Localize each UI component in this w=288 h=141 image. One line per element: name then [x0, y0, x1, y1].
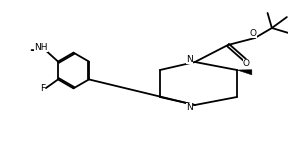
Polygon shape: [237, 70, 252, 75]
Text: O: O: [250, 29, 257, 38]
Text: N: N: [186, 103, 193, 112]
Text: F: F: [40, 84, 45, 93]
Text: N: N: [186, 55, 193, 64]
Text: NH: NH: [34, 43, 48, 52]
Text: O: O: [243, 59, 250, 68]
